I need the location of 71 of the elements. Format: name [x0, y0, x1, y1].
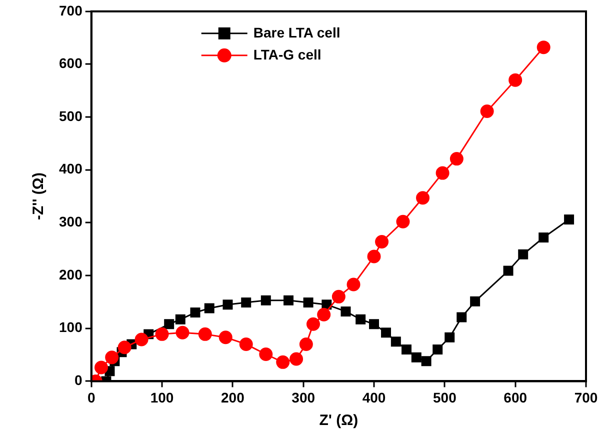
- point: [303, 297, 314, 308]
- point: [390, 336, 401, 347]
- y-tick-label: 600: [59, 55, 83, 72]
- point: [367, 250, 381, 264]
- point: [290, 352, 304, 366]
- x-tick-label: 200: [221, 389, 245, 406]
- point: [198, 327, 212, 341]
- point: [450, 152, 464, 166]
- point: [456, 312, 467, 322]
- point: [503, 266, 514, 276]
- point: [260, 295, 271, 306]
- point: [222, 300, 233, 310]
- point: [332, 290, 346, 304]
- point: [218, 330, 232, 344]
- point: [538, 232, 549, 242]
- point: [470, 296, 480, 306]
- y-tick-label: 200: [59, 266, 83, 282]
- point: [369, 319, 380, 330]
- point: [204, 303, 214, 314]
- point: [340, 306, 351, 316]
- legend-label: Bare LTA cell: [253, 24, 340, 40]
- point: [536, 40, 550, 54]
- point: [436, 166, 450, 180]
- point: [396, 214, 410, 228]
- point: [317, 308, 331, 322]
- point: [356, 314, 366, 324]
- point: [105, 350, 119, 364]
- point: [175, 314, 186, 324]
- y-tick-label: 400: [59, 160, 83, 177]
- point: [239, 337, 253, 351]
- point: [306, 317, 320, 331]
- point: [284, 295, 294, 306]
- y-tick-label: 0: [74, 372, 83, 388]
- point: [346, 278, 360, 292]
- x-tick-label: 400: [362, 389, 386, 406]
- point: [276, 355, 290, 369]
- point: [508, 73, 522, 87]
- x-tick-label: 0: [87, 389, 96, 406]
- point: [190, 308, 200, 318]
- point: [564, 214, 574, 225]
- point: [155, 327, 169, 341]
- point: [444, 332, 455, 342]
- point: [432, 344, 443, 354]
- point: [299, 337, 313, 351]
- point: [134, 332, 148, 346]
- legend-label: LTA-G cell: [253, 46, 322, 62]
- point: [411, 352, 422, 362]
- point: [416, 191, 430, 205]
- point: [94, 360, 108, 374]
- x-tick-label: 600: [504, 389, 528, 406]
- point: [164, 319, 174, 330]
- point: [421, 356, 432, 366]
- x-tick-label: 300: [292, 389, 316, 406]
- y-tick-label: 300: [59, 214, 83, 230]
- x-axis-title: Z' (Ω): [319, 412, 358, 430]
- point: [402, 344, 412, 354]
- x-tick-label: 700: [574, 389, 598, 406]
- y-tick-label: 700: [59, 2, 83, 18]
- y-axis-title: -Z'' (Ω): [30, 172, 48, 220]
- y-tick-label: 500: [59, 108, 83, 124]
- point: [375, 234, 389, 248]
- x-tick-label: 100: [150, 389, 174, 406]
- point: [381, 328, 392, 338]
- point: [118, 340, 132, 354]
- point: [518, 249, 528, 260]
- y-tick-label: 100: [59, 319, 83, 336]
- point: [480, 104, 494, 118]
- point: [241, 297, 252, 308]
- point: [176, 326, 190, 340]
- x-tick-label: 500: [432, 389, 457, 406]
- point: [259, 348, 273, 362]
